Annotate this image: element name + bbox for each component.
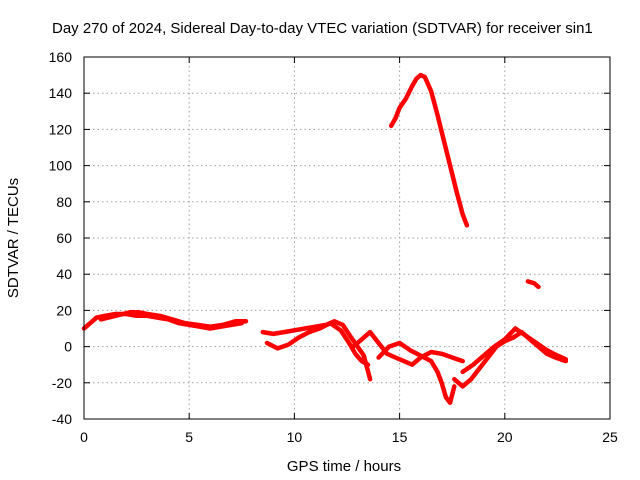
x-tick-label: 15 bbox=[392, 429, 408, 445]
series-track-b bbox=[98, 309, 249, 329]
grid bbox=[84, 57, 610, 419]
x-tick-label: 20 bbox=[497, 429, 513, 445]
x-tick-label: 5 bbox=[185, 429, 193, 445]
x-axis-label: GPS time / hours bbox=[287, 458, 401, 475]
y-tick-label: 100 bbox=[49, 158, 73, 174]
y-axis-label: SDTVAR / TECUs bbox=[5, 178, 22, 298]
y-tick-label: 140 bbox=[49, 85, 73, 101]
x-tick-label: 0 bbox=[80, 429, 88, 445]
x-tick-label: 10 bbox=[287, 429, 303, 445]
x-tick-label: 25 bbox=[602, 429, 618, 445]
y-tick-label: 80 bbox=[56, 194, 72, 210]
series-layer bbox=[81, 72, 569, 405]
y-tick-label: -20 bbox=[52, 375, 72, 391]
y-tick-label: 20 bbox=[56, 302, 72, 318]
series-track-h bbox=[460, 326, 569, 375]
series-track-i bbox=[388, 72, 470, 228]
series-track-e bbox=[351, 329, 465, 367]
axis-ticks: 0 5 10 15 20 25 -40 -20 0 20 40 60 80 100 120 140 160 bbox=[49, 49, 618, 445]
series-track-g bbox=[452, 329, 569, 389]
y-tick-label: 0 bbox=[64, 339, 72, 355]
plot-frame bbox=[83, 56, 611, 420]
y-tick-label: 160 bbox=[49, 49, 73, 65]
y-tick-label: -40 bbox=[52, 411, 72, 427]
y-tick-label: 40 bbox=[56, 266, 72, 282]
y-tick-label: 120 bbox=[49, 121, 73, 137]
series-track-j bbox=[525, 279, 541, 290]
chart-title: Day 270 of 2024, Sidereal Day-to-day VTE… bbox=[52, 20, 593, 37]
series-track-f bbox=[376, 340, 457, 405]
y-tick-label: 60 bbox=[56, 230, 72, 246]
series-track-d bbox=[264, 320, 371, 367]
